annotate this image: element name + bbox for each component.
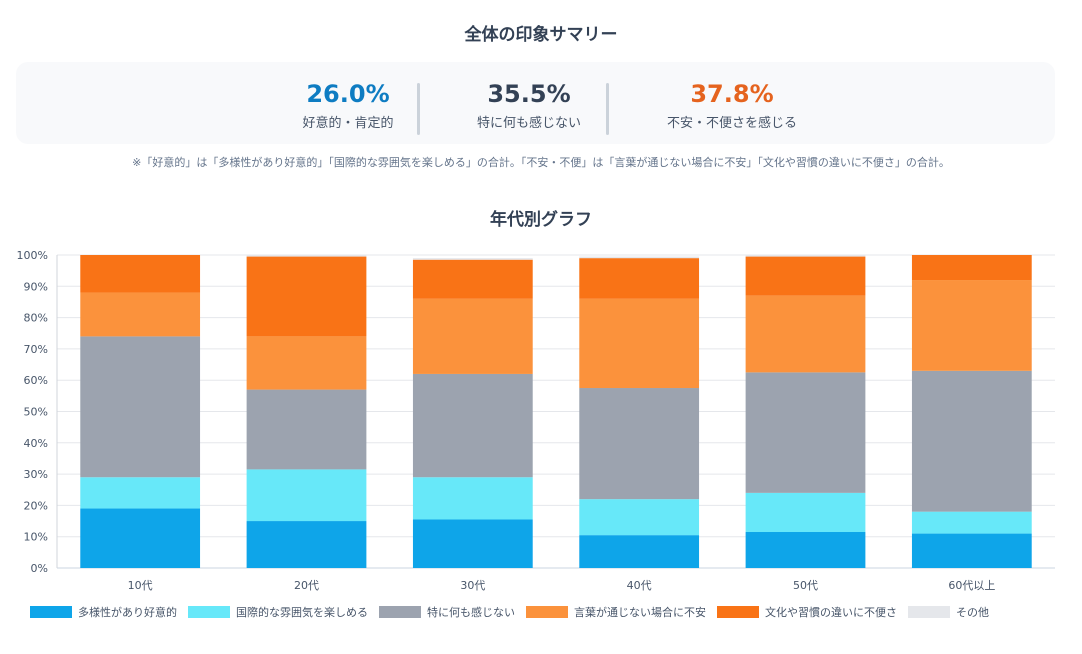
y-tick-label: 60% xyxy=(24,374,48,387)
bar-segment xyxy=(579,256,700,259)
bar-segment xyxy=(412,258,533,260)
bar-segment xyxy=(80,336,201,478)
summary-note: ※「好意的」は「多様性があり好意的」「国際的な雰囲気を楽しめる」の合計。「不安・… xyxy=(132,156,950,169)
stat-neutral-label: 特に何も感じない xyxy=(476,116,581,131)
legend-label: 多様性があり好意的 xyxy=(78,606,177,619)
bar-segment xyxy=(911,533,1032,568)
stat-negative-label: 不安・不便さを感じる xyxy=(666,116,797,131)
x-tick-label: 40代 xyxy=(627,579,652,592)
y-tick-label: 30% xyxy=(24,468,48,481)
bar-segment xyxy=(579,298,700,389)
bar-segment xyxy=(579,388,700,500)
bar-segment xyxy=(246,389,367,470)
legend-swatch xyxy=(526,606,568,618)
stat-neutral: 35.5% 特に何も感じない xyxy=(449,80,609,131)
bar-segment xyxy=(911,255,1032,281)
bar-segment xyxy=(80,255,201,293)
legend-label: 特に何も感じない xyxy=(427,606,515,619)
legend-swatch xyxy=(908,606,950,618)
x-tick-label: 60代以上 xyxy=(948,579,995,592)
bar-segment xyxy=(246,255,367,257)
chart-title: 年代別グラフ xyxy=(490,210,592,230)
stat-positive-value: 26.0% xyxy=(306,80,390,108)
y-tick-label: 90% xyxy=(24,280,48,293)
bar-segment xyxy=(412,373,533,478)
stat-divider xyxy=(417,83,420,135)
legend-item[interactable]: 文化や習慣の違いに不便さ xyxy=(717,604,897,620)
bar-segment xyxy=(246,256,367,337)
summary-title: 全体の印象サマリー xyxy=(464,25,618,45)
x-tick-label: 10代 xyxy=(128,579,153,592)
legend-label: 国際的な雰囲気を楽しめる xyxy=(236,606,368,619)
bar-segment xyxy=(579,499,700,536)
bar-segment xyxy=(80,292,201,337)
legend-label: 言葉が通じない場合に不安 xyxy=(574,606,706,619)
bar-segment xyxy=(412,259,533,299)
stacked-bar-chart: 0% 10% 20% 30% 40% 50% 60% 70% 80% 90% 100% 10代 20代 3… xyxy=(17,249,1055,592)
bar-segment xyxy=(80,508,201,568)
legend-swatch xyxy=(379,606,421,618)
y-tick-label: 100% xyxy=(17,249,48,262)
bar-segment xyxy=(911,280,1032,371)
stat-negative-value: 37.8% xyxy=(690,80,774,108)
bar-segment xyxy=(246,336,367,390)
y-tick-label: 70% xyxy=(24,343,48,356)
legend-swatch xyxy=(30,606,72,618)
y-tick-label: 10% xyxy=(24,531,48,544)
y-tick-label: 40% xyxy=(24,437,48,450)
y-tick-label: 0% xyxy=(31,562,48,575)
summary-box: 26.0% 好意的・肯定的 35.5% 特に何も感じない 37.8% 不安・不便… xyxy=(16,62,1055,144)
bar-segment xyxy=(579,258,700,299)
bar-segment xyxy=(246,521,367,568)
bar-segment xyxy=(745,532,866,568)
bar-segment xyxy=(745,372,866,493)
bar-segment xyxy=(246,469,367,522)
legend-item[interactable]: 国際的な雰囲気を楽しめる xyxy=(188,604,368,620)
bar-segment xyxy=(745,255,866,257)
stat-negative: 37.8% 不安・不便さを感じる xyxy=(641,80,823,131)
stat-positive: 26.0% 好意的・肯定的 xyxy=(268,80,428,131)
legend-item[interactable]: 多様性があり好意的 xyxy=(30,604,177,620)
bar-segment xyxy=(579,535,700,568)
bar-segment xyxy=(80,477,201,509)
bar-segment xyxy=(911,511,1032,534)
chart-legend: 多様性があり好意的 国際的な雰囲気を楽しめる 特に何も感じない 言葉が通じない場合に不… xyxy=(30,602,1000,622)
y-tick-label: 80% xyxy=(24,312,48,325)
x-tick-label: 30代 xyxy=(460,579,485,592)
legend-swatch xyxy=(717,606,759,618)
legend-item[interactable]: その他 xyxy=(908,604,989,620)
legend-item[interactable]: 言葉が通じない場合に不安 xyxy=(526,604,706,620)
bar-segment xyxy=(745,295,866,373)
y-tick-label: 20% xyxy=(24,499,48,512)
y-tick-label: 50% xyxy=(24,406,48,419)
bar-segment xyxy=(911,370,1032,512)
legend-label: 文化や習慣の違いに不便さ xyxy=(765,606,897,619)
bar-segment xyxy=(412,477,533,520)
x-tick-label: 20代 xyxy=(294,579,319,592)
bar-segment xyxy=(412,298,533,374)
stat-divider xyxy=(606,83,609,135)
legend-item[interactable]: 特に何も感じない xyxy=(379,604,515,620)
bar-segment xyxy=(412,519,533,568)
stat-positive-label: 好意的・肯定的 xyxy=(302,116,394,131)
bar-segment xyxy=(745,492,866,533)
bar-segment xyxy=(745,256,866,296)
stat-neutral-value: 35.5% xyxy=(487,80,571,108)
legend-swatch xyxy=(188,606,230,618)
x-tick-label: 50代 xyxy=(793,579,818,592)
legend-label: その他 xyxy=(956,606,989,619)
